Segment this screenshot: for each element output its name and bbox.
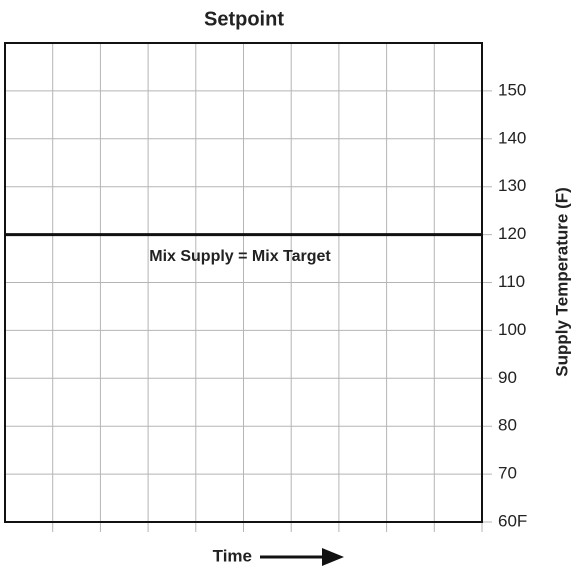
plot-frame <box>4 42 483 523</box>
y-tick-label: 70 <box>498 464 517 483</box>
chart-title: Setpoint <box>204 8 284 30</box>
y-tick-label: 150 <box>498 80 526 99</box>
y-tick-label: 110 <box>498 272 525 291</box>
y-tick-label: 60F <box>498 511 527 530</box>
y-tick-label: 80 <box>498 416 517 435</box>
time-arrow <box>260 548 344 566</box>
y-tick-label: 120 <box>498 224 526 243</box>
annotation: Mix Supply = Mix Target <box>149 248 331 265</box>
y-axis-label: Supply Temperature (F) <box>552 187 571 377</box>
x-axis-label: Time <box>213 546 252 565</box>
y-tick-label: 100 <box>498 320 526 339</box>
y-tick-label: 90 <box>498 368 517 387</box>
y-tick-label: 140 <box>498 128 526 147</box>
y-tick-label: 130 <box>498 176 526 195</box>
